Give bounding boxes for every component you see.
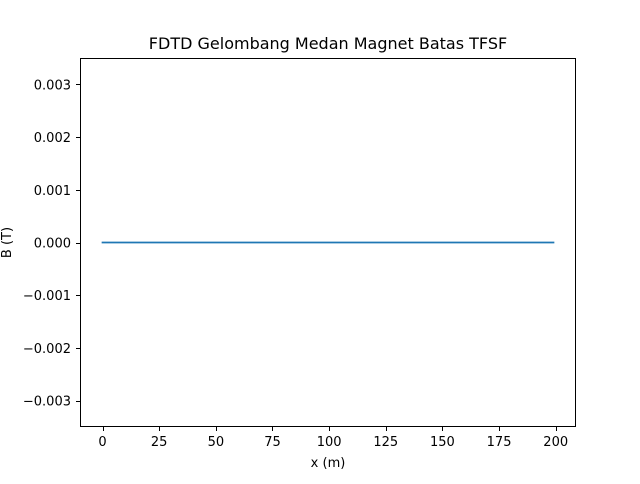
x-tick-label: 75 [264, 435, 281, 450]
y-tick-label: 0.000 [34, 237, 71, 252]
y-tick-label: 0.001 [34, 184, 71, 199]
y-tick-label: 0.002 [34, 131, 71, 146]
y-tick-label: −0.002 [23, 342, 71, 357]
chart-title: FDTD Gelombang Medan Magnet Batas TFSF [149, 34, 507, 53]
y-tick-label: −0.003 [23, 395, 71, 410]
x-tick-label: 125 [373, 435, 398, 450]
y-tick-label: −0.001 [23, 289, 71, 304]
x-tick-label: 25 [151, 435, 168, 450]
x-axis-ticks: 0 25 50 75 100 125 150 175 200 [98, 427, 568, 450]
plot-frame [80, 58, 576, 427]
x-tick-label: 0 [98, 435, 106, 450]
x-tick-label: 200 [543, 435, 568, 450]
x-tick-label: 50 [208, 435, 225, 450]
x-tick-label: 175 [487, 435, 512, 450]
x-tick-label: 150 [430, 435, 455, 450]
y-tick-label: 0.003 [34, 78, 71, 93]
y-axis-label: B (T) [0, 227, 15, 258]
y-axis-ticks: 0.003 0.002 0.001 0.000 −0.001 −0.002 −0.003 [23, 78, 80, 410]
x-tick-label: 100 [317, 435, 342, 450]
x-axis-label: x (m) [311, 456, 346, 471]
